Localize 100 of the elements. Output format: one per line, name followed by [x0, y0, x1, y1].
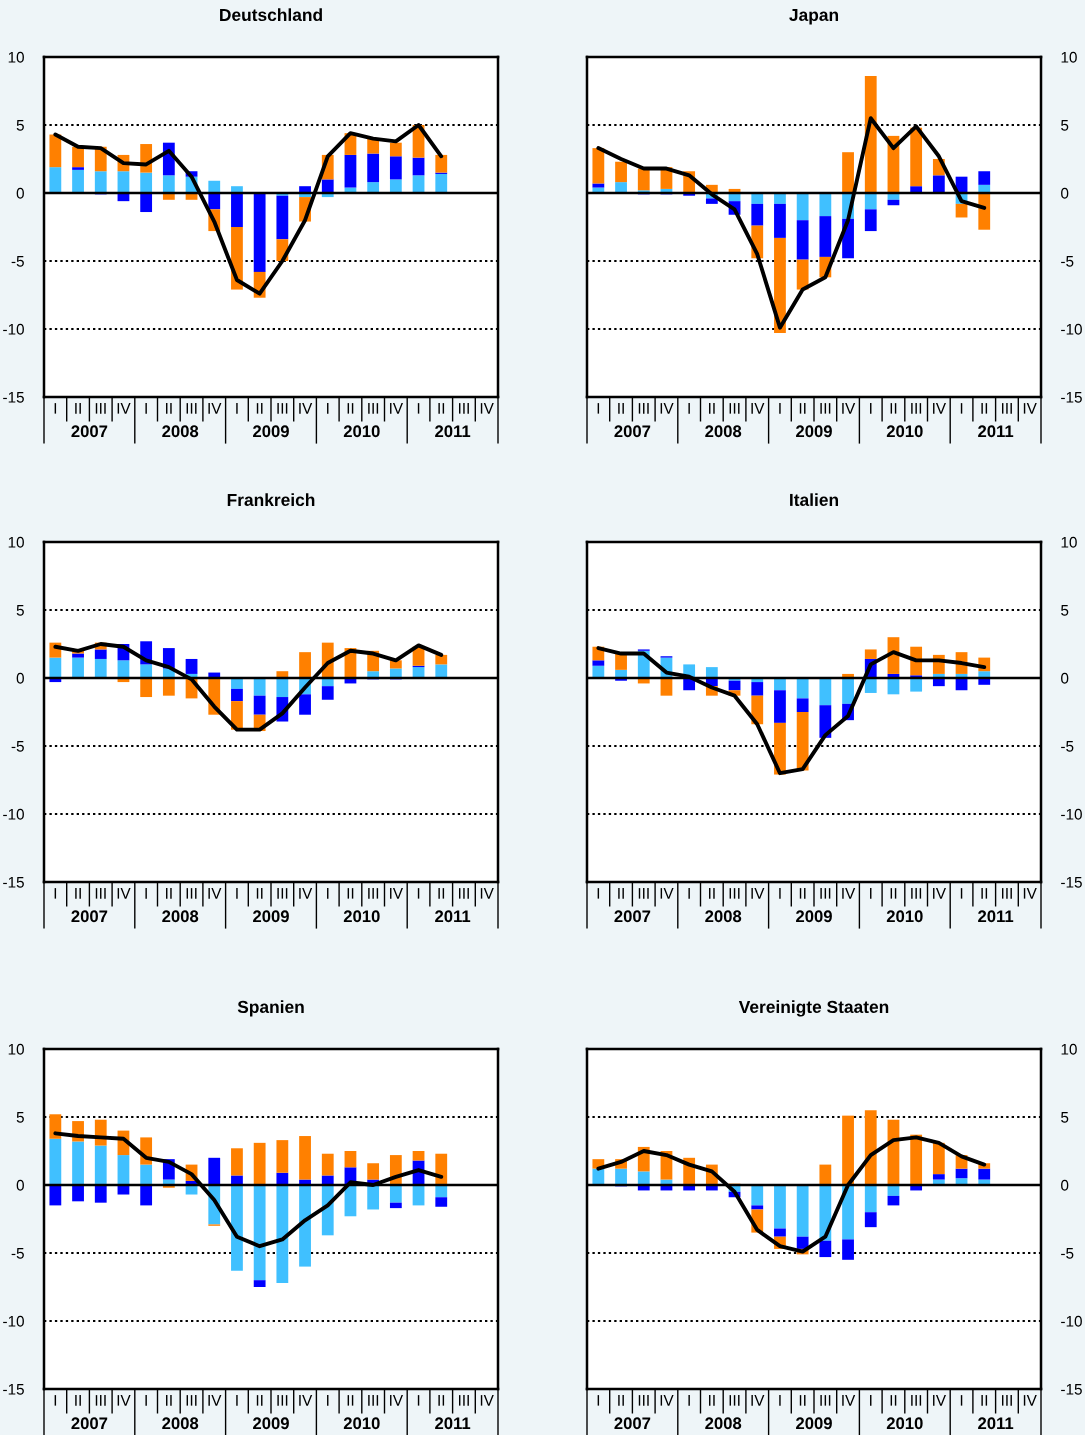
x-tick-label: I: [870, 1395, 872, 1406]
x-tick-label: IV: [751, 888, 765, 899]
text: 2009: [796, 425, 832, 438]
x-tick-label: II: [981, 888, 988, 899]
x-tick-label: I: [236, 403, 238, 414]
x-tick-label: IV: [842, 888, 856, 899]
x-tick-label: IV: [480, 403, 494, 414]
x-tick-label: I: [688, 1395, 690, 1406]
x-tick-label: I: [597, 1395, 600, 1406]
text: 2011: [978, 425, 1014, 438]
text: 2009: [253, 910, 289, 923]
x-tick-label: IV: [660, 1395, 674, 1406]
y-tick-label: -15: [1061, 392, 1082, 403]
x-tick-label: II: [709, 403, 715, 414]
text: 2009: [253, 1417, 289, 1430]
x-tick-label: III: [638, 1395, 649, 1406]
x-tick-label: III: [368, 888, 379, 899]
text: 2007: [614, 425, 651, 438]
x-tick-label: I: [960, 403, 963, 414]
chart-title: Vereinigte Staaten: [738, 1000, 889, 1017]
text: 2011: [435, 910, 471, 923]
y-tick-label: -5: [1061, 256, 1074, 267]
x-tick-label: II: [618, 403, 624, 414]
x-tick-label: II: [256, 403, 263, 414]
x-tick-label: II: [890, 888, 897, 899]
x-tick-label: III: [1001, 1395, 1012, 1406]
x-tick-label: IV: [117, 403, 131, 414]
x-tick-label: I: [688, 403, 690, 414]
text: 2010: [886, 1417, 923, 1430]
x-tick-label: IV: [208, 403, 222, 414]
x-tick-label: I: [417, 403, 420, 414]
x-tick-label: II: [75, 403, 81, 414]
x-tick-label: III: [95, 888, 106, 899]
x-tick-label: IV: [933, 888, 946, 899]
x-tick-label: III: [638, 403, 649, 414]
x-tick-label: I: [779, 888, 781, 899]
text: 2008: [705, 910, 742, 923]
x-tick-label: III: [277, 888, 288, 899]
x-tick-label: IV: [660, 888, 674, 899]
x-tick-label: II: [347, 403, 354, 414]
x-tick-label: IV: [299, 403, 313, 414]
y-tick-label: -5: [11, 741, 24, 752]
text: 2007: [614, 1417, 651, 1430]
x-tick-label: III: [458, 403, 469, 414]
y-tick-label: 5: [1061, 605, 1069, 616]
x-tick-label: IV: [480, 888, 494, 899]
x-tick-label: IV: [1023, 888, 1037, 899]
x-tick-label: I: [960, 888, 963, 899]
x-tick-label: II: [166, 888, 172, 899]
text: 2010: [343, 425, 380, 438]
x-tick-label: III: [729, 1395, 740, 1406]
x-tick-label: III: [820, 1395, 831, 1406]
y-tick-label: 0: [1061, 1179, 1069, 1191]
text: 2010: [343, 910, 380, 923]
x-tick-label: II: [75, 888, 81, 899]
x-tick-label: III: [638, 888, 649, 899]
text: 2011: [978, 1417, 1014, 1430]
x-tick-label: III: [458, 1395, 469, 1406]
x-tick-label: II: [256, 888, 263, 899]
y-tick-label: 0: [16, 1179, 24, 1191]
y-tick-label: 0: [16, 187, 24, 199]
text: 2007: [71, 910, 108, 923]
x-tick-label: III: [186, 888, 197, 899]
x-tick-label: I: [870, 888, 872, 899]
x-tick-label: II: [890, 1395, 897, 1406]
chart-title: Italien: [790, 493, 839, 507]
x-tick-label: III: [368, 1395, 379, 1406]
x-tick-label: III: [186, 1395, 197, 1406]
chart-title: Frankreich: [227, 493, 315, 507]
x-tick-label: IV: [299, 888, 313, 899]
text: 2008: [162, 425, 199, 438]
y-tick-label: -15: [3, 1384, 24, 1395]
y-tick-label: -5: [11, 1248, 24, 1259]
y-tick-label: -10: [3, 1315, 24, 1327]
x-tick-label: III: [820, 888, 831, 899]
text: 2011: [435, 1417, 471, 1430]
x-tick-label: IV: [390, 403, 403, 414]
x-tick-label: III: [186, 403, 197, 414]
x-tick-label: III: [1001, 888, 1012, 899]
x-tick-label: IV: [1023, 1395, 1037, 1406]
text: 2011: [978, 910, 1014, 923]
y-tick-label: 0: [1061, 187, 1069, 199]
y-tick-label: 0: [16, 672, 24, 684]
y-tick-label: -10: [1061, 1315, 1082, 1327]
x-tick-label: IV: [751, 1395, 765, 1406]
x-tick-label: IV: [299, 1395, 313, 1406]
y-tick-label: 10: [8, 51, 24, 63]
chart-title: Japan: [789, 8, 839, 25]
x-tick-label: II: [166, 403, 172, 414]
x-tick-label: IV: [208, 1395, 222, 1406]
x-tick-label: II: [438, 1395, 445, 1406]
y-tick-label: -15: [1061, 1384, 1082, 1395]
text: 2007: [614, 910, 651, 923]
x-tick-label: IV: [480, 1395, 494, 1406]
text: 2008: [162, 910, 199, 923]
y-tick-label: -15: [3, 877, 24, 888]
text: 2007: [71, 1417, 108, 1430]
y-tick-label: 5: [1061, 1112, 1069, 1123]
x-tick-label: III: [95, 403, 106, 414]
y-tick-label: -5: [11, 256, 24, 267]
